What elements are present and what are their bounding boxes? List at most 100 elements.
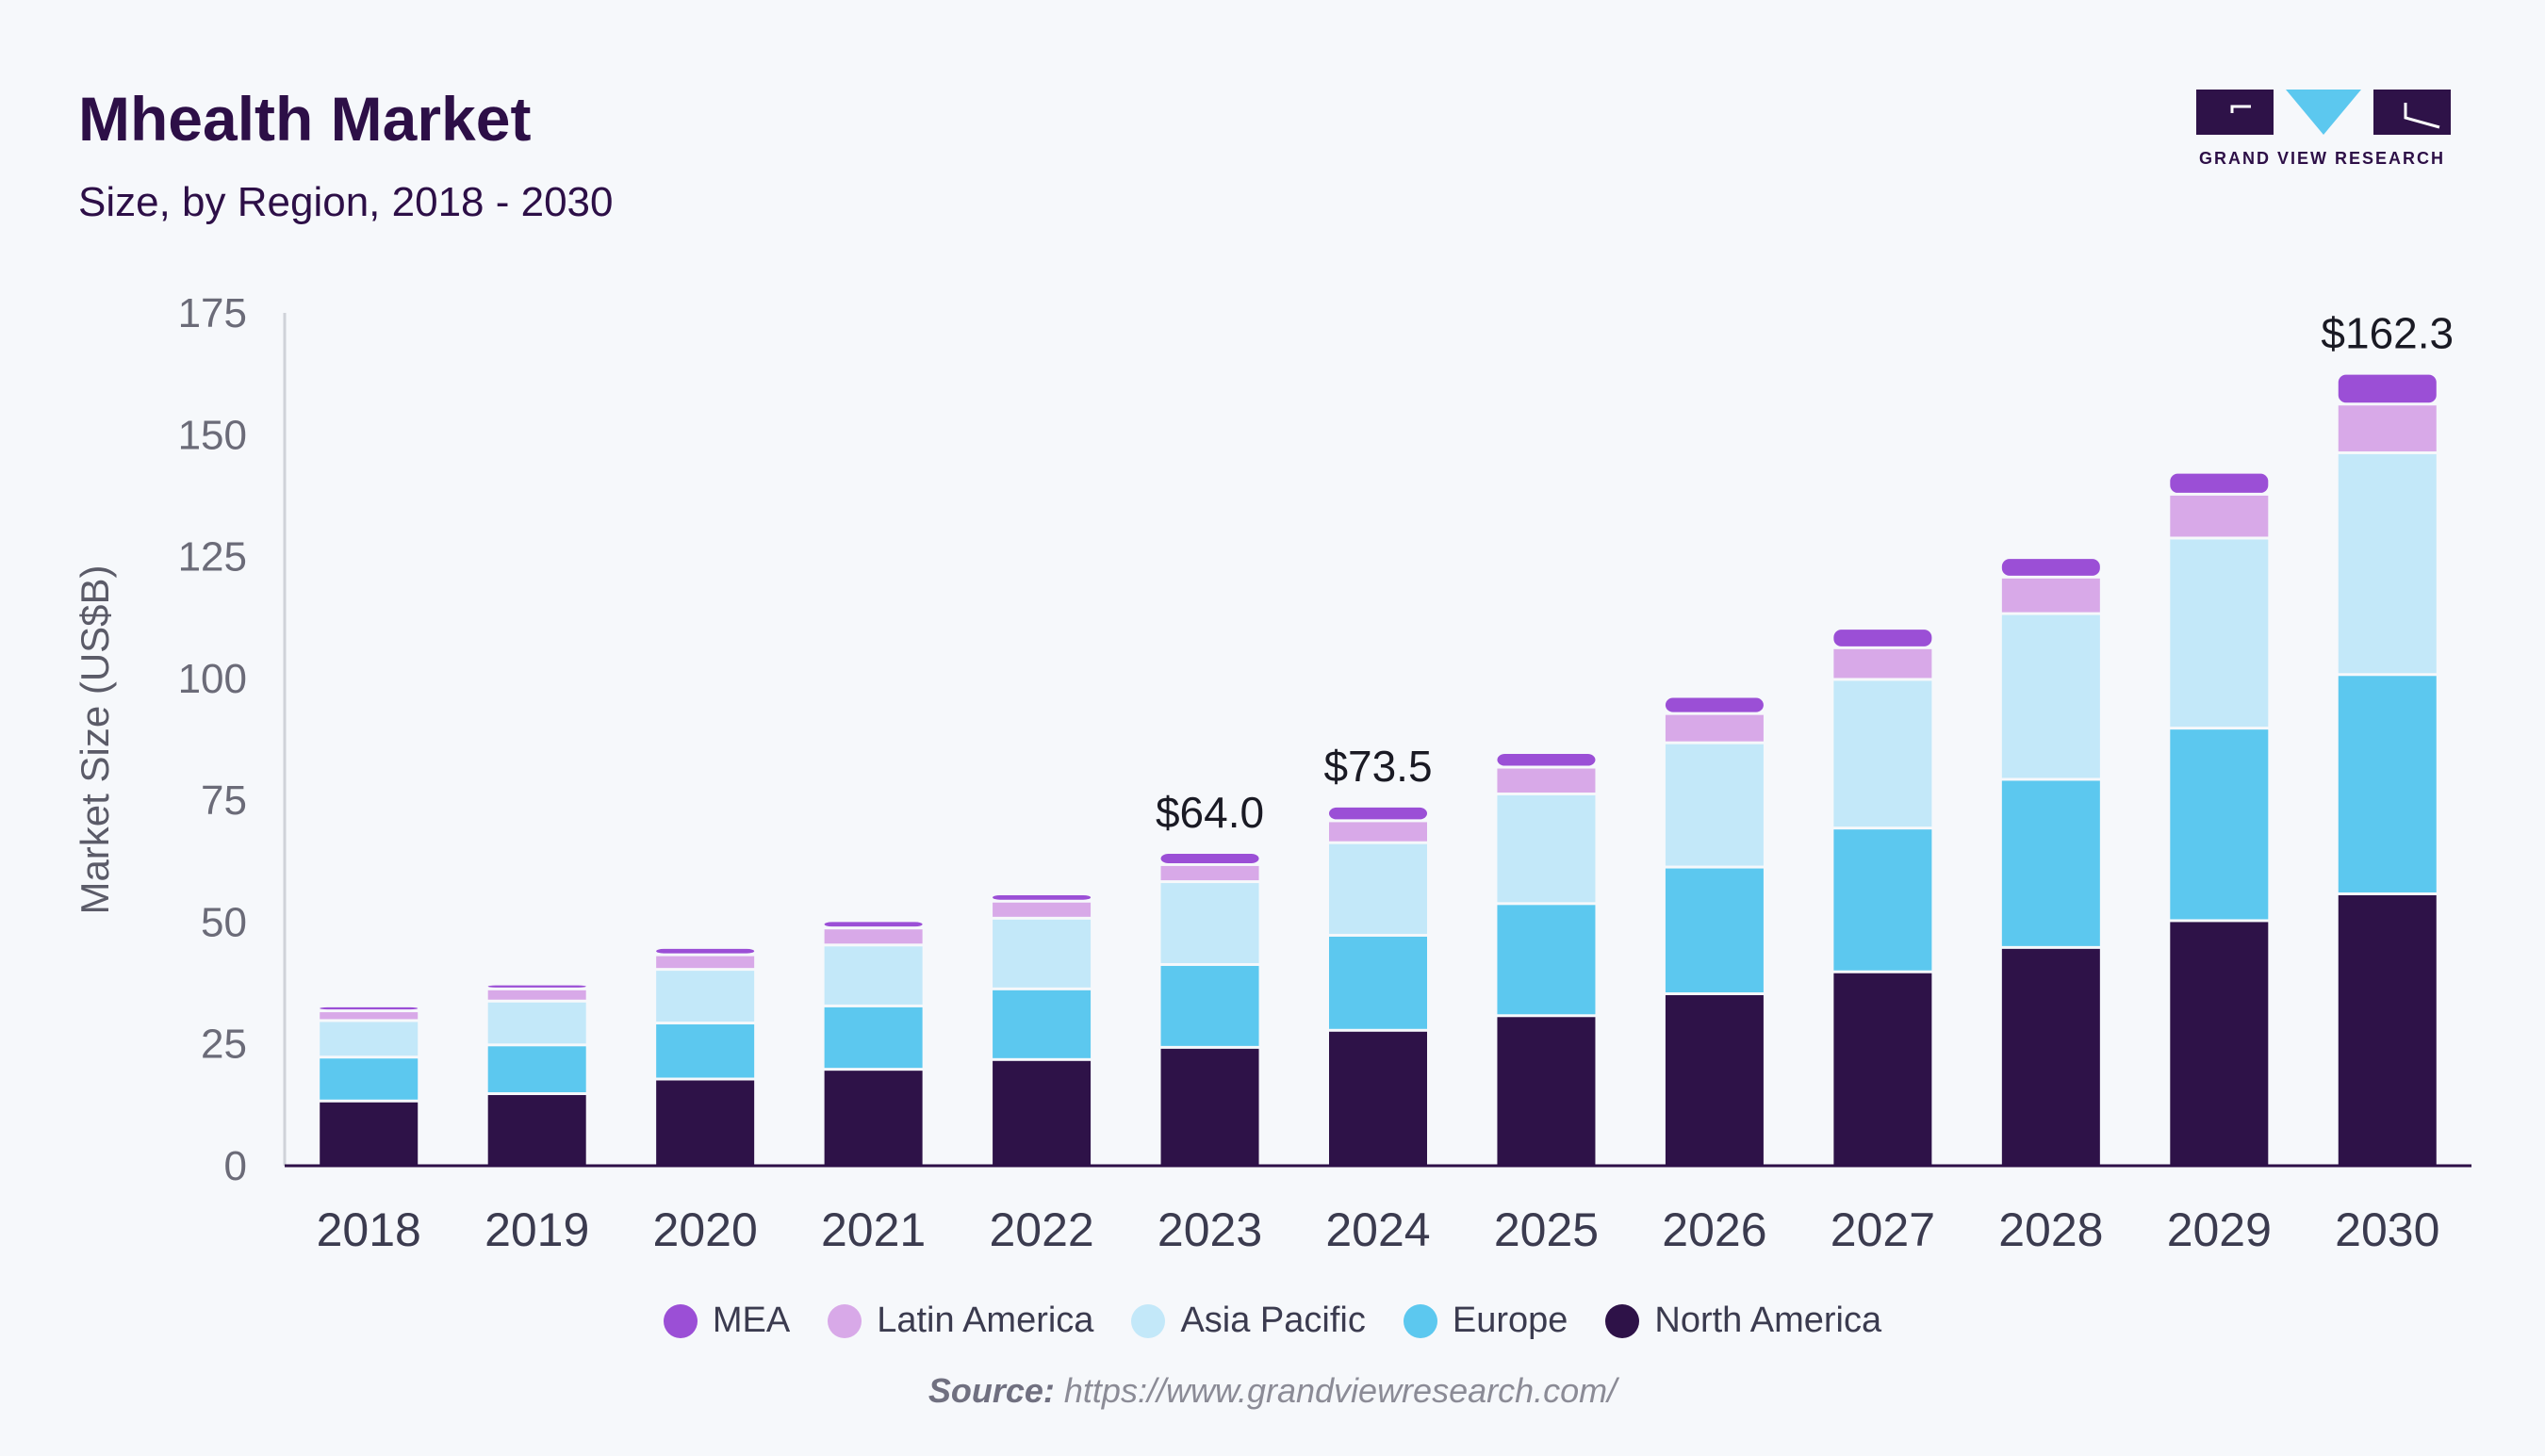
bar-segment-asia-pacific-2019 [487, 1002, 586, 1044]
source-label: Source: [928, 1371, 1055, 1410]
bar-segment-mea-2025 [1497, 754, 1596, 766]
bar-segment-latin-america-2027 [1833, 648, 1932, 679]
y-tick-label: 175 [178, 290, 247, 336]
bar-segment-asia-pacific-2018 [320, 1022, 419, 1056]
bar-segment-mea-2029 [2170, 473, 2269, 493]
bar-segment-mea-2028 [2001, 559, 2100, 576]
legend-swatch-asia-pacific [1131, 1303, 1166, 1338]
bar-segment-latin-america-2030 [2338, 405, 2437, 451]
bar-segment-asia-pacific-2024 [1329, 843, 1427, 934]
bar-segment-north-america-2030 [2338, 894, 2437, 1166]
legend-item-europe[interactable]: Europe [1403, 1301, 1568, 1341]
bar-segment-asia-pacific-2026 [1665, 744, 1764, 866]
bar-segment-europe-2023 [1160, 965, 1259, 1046]
bar-segment-mea-2021 [824, 922, 923, 927]
y-tick-label: 150 [178, 412, 247, 458]
legend-item-latin-america[interactable]: Latin America [828, 1301, 1093, 1341]
bar-segment-asia-pacific-2023 [1160, 883, 1259, 963]
bar-segment-mea-2026 [1665, 697, 1764, 712]
bar-segment-europe-2030 [2338, 676, 2437, 892]
bar-segment-mea-2024 [1329, 807, 1427, 820]
source-line: Source: https://www.grandviewresearch.co… [0, 1371, 2545, 1411]
x-tick-label: 2030 [2335, 1203, 2439, 1256]
bar-segment-latin-america-2022 [993, 902, 1092, 917]
bar-segment-latin-america-2020 [656, 956, 755, 969]
bar-segment-north-america-2020 [656, 1080, 755, 1166]
legend-item-north-america[interactable]: North America [1605, 1301, 1881, 1341]
y-tick-label: 25 [201, 1022, 247, 1068]
bar-segment-north-america-2026 [1665, 995, 1764, 1166]
x-tick-label: 2023 [1158, 1203, 1262, 1256]
x-tick-label: 2018 [317, 1203, 421, 1256]
x-tick-label: 2026 [1662, 1203, 1766, 1256]
y-tick-label: 50 [201, 899, 247, 945]
bar-segment-asia-pacific-2025 [1497, 794, 1596, 903]
legend-swatch-north-america [1605, 1303, 1640, 1338]
legend-swatch-europe [1403, 1303, 1437, 1338]
total-label-2024: $73.5 [1323, 742, 1432, 791]
y-tick-label: 0 [224, 1143, 247, 1189]
bar-segment-europe-2028 [2001, 780, 2100, 946]
total-label-2023: $64.0 [1156, 788, 1264, 837]
legend-label-europe: Europe [1452, 1301, 1568, 1340]
y-tick-label: 100 [178, 656, 247, 702]
bar-segment-asia-pacific-2022 [993, 919, 1092, 988]
bar-segment-mea-2022 [993, 894, 1092, 900]
bar-segment-asia-pacific-2029 [2170, 539, 2269, 728]
bar-segment-north-america-2022 [993, 1060, 1092, 1166]
y-tick-label: 125 [178, 534, 247, 581]
bar-segment-asia-pacific-2028 [2001, 614, 2100, 778]
bar-segment-latin-america-2019 [487, 990, 586, 1000]
bar-segment-europe-2021 [824, 1006, 923, 1069]
x-tick-label: 2025 [1494, 1203, 1599, 1256]
bar-segment-north-america-2019 [487, 1095, 586, 1166]
x-tick-label: 2020 [653, 1203, 758, 1256]
logo-text: GRAND VIEW RESEARCH [2199, 149, 2446, 168]
bar-segment-europe-2022 [993, 990, 1092, 1058]
legend-item-asia-pacific[interactable]: Asia Pacific [1131, 1301, 1366, 1341]
legend-label-mea: MEA [712, 1301, 791, 1340]
y-tick-label: 75 [201, 777, 247, 824]
bar-segment-latin-america-2024 [1329, 822, 1427, 842]
bar-segment-mea-2018 [320, 1006, 419, 1010]
bar-segment-latin-america-2023 [1160, 865, 1259, 881]
bar-segment-europe-2018 [320, 1058, 419, 1100]
chart-legend: MEA Latin America Asia Pacific Europe No… [0, 1301, 2545, 1341]
total-label-2030: $162.3 [2321, 309, 2454, 358]
bar-segment-north-america-2027 [1833, 973, 1932, 1166]
chart-title: Mhealth Market [78, 84, 532, 154]
bar-segment-europe-2026 [1665, 868, 1764, 992]
bar-segment-mea-2030 [2338, 374, 2437, 403]
bar-segment-north-america-2024 [1329, 1031, 1427, 1166]
grand-view-research-logo [2196, 90, 2451, 135]
x-tick-label: 2024 [1325, 1203, 1430, 1256]
bar-segment-mea-2023 [1160, 854, 1259, 863]
chart-subtitle: Size, by Region, 2018 - 2030 [78, 179, 614, 225]
bar-segment-north-america-2018 [320, 1102, 419, 1166]
bar-segment-latin-america-2029 [2170, 495, 2269, 537]
bar-segment-mea-2019 [487, 985, 586, 988]
bar-segment-europe-2029 [2170, 729, 2269, 920]
legend-swatch-mea [663, 1303, 698, 1338]
legend-label-north-america: North America [1654, 1301, 1882, 1340]
bar-segment-latin-america-2026 [1665, 714, 1764, 742]
x-tick-label: 2019 [484, 1203, 589, 1256]
legend-item-mea[interactable]: MEA [663, 1301, 791, 1341]
source-link[interactable]: https://www.grandviewresearch.com/ [1063, 1371, 1617, 1410]
bar-segment-latin-america-2028 [2001, 578, 2100, 613]
x-tick-label: 2022 [989, 1203, 1093, 1256]
bar-segment-europe-2020 [656, 1024, 755, 1078]
bar-segment-asia-pacific-2020 [656, 971, 755, 1022]
bar-segment-latin-america-2025 [1497, 768, 1596, 793]
bar-segment-asia-pacific-2027 [1833, 680, 1932, 827]
bar-segment-mea-2020 [656, 948, 755, 954]
x-tick-label: 2029 [2167, 1203, 2272, 1256]
x-tick-label: 2027 [1831, 1203, 1935, 1256]
bar-segment-latin-america-2018 [320, 1012, 419, 1020]
bar-segment-north-america-2023 [1160, 1048, 1259, 1166]
bar-segment-europe-2027 [1833, 829, 1932, 971]
legend-label-latin-america: Latin America [877, 1301, 1094, 1340]
bar-segment-europe-2024 [1329, 936, 1427, 1029]
bar-segment-asia-pacific-2021 [824, 946, 923, 1005]
